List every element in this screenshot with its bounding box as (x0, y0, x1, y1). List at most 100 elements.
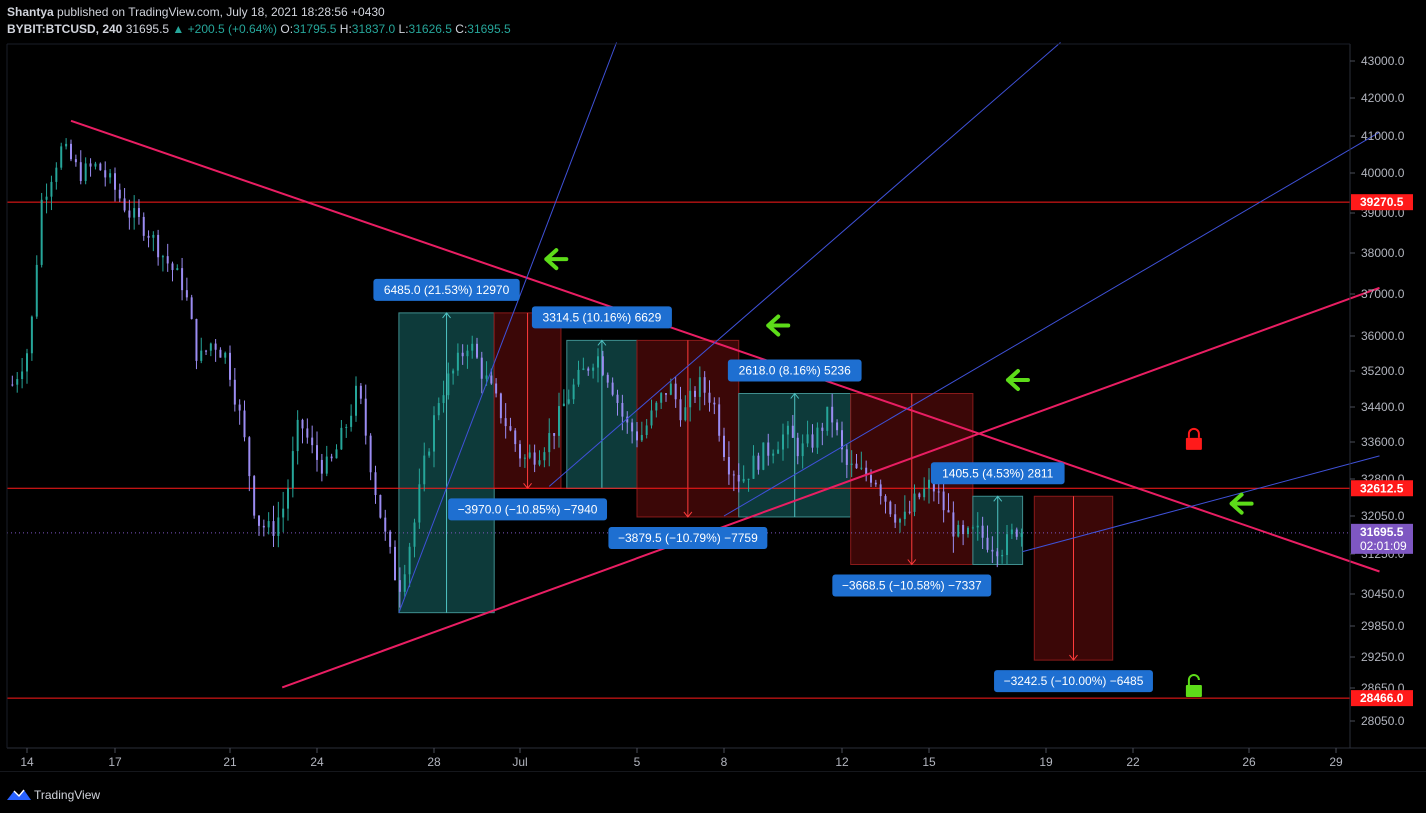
price-axis-countdown: 02:01:09 (1360, 539, 1407, 553)
candle-body (340, 427, 343, 450)
tradingview-brand[interactable]: TradingView (34, 788, 101, 802)
candle-body (181, 268, 184, 291)
candle-body (879, 484, 882, 497)
candle-body (908, 511, 911, 513)
trend-lines (70, 42, 1380, 689)
candle-body (732, 474, 735, 476)
candle-body (350, 415, 353, 427)
low-value: 31626.5 (408, 22, 452, 36)
candle-body (884, 496, 887, 502)
candle-body (94, 163, 97, 167)
publish-info: Shantya published on TradingView.com, Ju… (7, 5, 385, 19)
candle-body (821, 427, 824, 431)
candle-body (205, 350, 208, 352)
candle-body (398, 580, 401, 592)
candle-body (219, 349, 222, 358)
tradingview-logo-icon[interactable] (7, 788, 31, 802)
candle-body (708, 392, 711, 403)
price-axis-label-3: 31695.5 (1360, 525, 1404, 539)
x-tick-label: 14 (20, 755, 34, 769)
high-value: 31837.0 (351, 22, 396, 36)
candle-body (913, 493, 916, 512)
candle-body (514, 430, 517, 445)
candle-body (684, 407, 687, 421)
candle-body (621, 402, 624, 417)
candle-body (480, 357, 483, 379)
candle-body (45, 196, 48, 200)
candle-body (214, 343, 217, 350)
symbol-name[interactable]: BYBIT:BTCUSD, 240 (7, 22, 123, 36)
candle-body (60, 146, 63, 168)
x-tick-label: 22 (1126, 755, 1140, 769)
candle-body (528, 452, 531, 458)
candle-body (418, 484, 421, 523)
candle-body (660, 393, 663, 403)
zone-arrowhead-6 (993, 495, 1003, 502)
candle-body (894, 514, 897, 523)
candle-body (423, 455, 426, 485)
lock-closed-icon (1187, 427, 1200, 438)
candle-body (224, 352, 227, 358)
candle-body (262, 525, 265, 528)
candle-body (114, 173, 116, 190)
y-tick-label: 40000.0 (1361, 166, 1405, 180)
candle-body (287, 487, 289, 509)
candle-body (316, 445, 318, 460)
footer: TradingView (0, 772, 1426, 813)
price-chart[interactable]: 6485.0 (21.53%) 12970 −3970.0 (−10.85%) −… (0, 0, 1426, 772)
y-tick-label: 36000.0 (1361, 329, 1405, 343)
candle-body (152, 234, 155, 238)
candle-body (74, 159, 77, 163)
candle-body (359, 385, 362, 399)
candle-body (1010, 529, 1013, 535)
y-tick-label: 33600.0 (1361, 435, 1405, 449)
candle-body (786, 425, 789, 435)
candle-body (694, 390, 696, 397)
measurement-label-bg-7 (994, 670, 1153, 693)
candle-body (636, 431, 638, 441)
candle-body (364, 398, 367, 436)
candle-body (543, 452, 546, 461)
candle-body (567, 399, 570, 404)
last-price: 31695.5 (125, 22, 170, 36)
measurement-label-bg-0 (373, 278, 520, 301)
arrow-left-icon (766, 314, 791, 337)
candle-body (229, 352, 231, 380)
zone-arrowhead-2 (597, 339, 607, 346)
measurement-label-bg-1 (448, 498, 608, 521)
candle-body (408, 546, 411, 575)
candle-body (35, 264, 38, 317)
candle-body (640, 434, 643, 441)
candle-body (645, 425, 648, 435)
candle-body (626, 416, 629, 423)
y-tick-label: 38000.0 (1361, 246, 1405, 260)
candle-body (976, 525, 979, 528)
candle-body (394, 546, 396, 581)
measurement-label-6: 1405.5 (4.53%) 2811 (942, 466, 1054, 480)
arrow-left-icon (1005, 369, 1030, 391)
candle-body (176, 268, 179, 271)
y-tick-label: 41000.0 (1361, 129, 1405, 143)
candle-body (157, 234, 160, 258)
candle-body (757, 455, 760, 470)
candle-body (767, 442, 770, 456)
zone-arrowhead-3 (683, 511, 693, 518)
candle-body (889, 501, 892, 515)
candle-body (499, 393, 502, 419)
candle-body (967, 527, 969, 535)
up-triangle-icon: ▲ (169, 22, 188, 36)
x-tick-label: 15 (922, 755, 936, 769)
measurement-label-2: 3314.5 (10.16%) 6629 (543, 310, 662, 324)
author-name[interactable]: Shantya (7, 5, 54, 19)
candle-body (850, 463, 853, 465)
candle-body (21, 371, 24, 380)
price-change: +200.5 (+0.64%) (187, 22, 278, 36)
candles (11, 138, 1023, 608)
candle-body (253, 476, 256, 516)
candle-body (947, 510, 950, 513)
measurement-label-7: −3242.5 (−10.00%) −6485 (1004, 674, 1144, 688)
y-tick-label: 29250.0 (1361, 650, 1405, 664)
chart-header: Shantya published on TradingView.com, Ju… (0, 0, 1426, 44)
axes: 43000.042000.041000.040000.039000.038000… (0, 43, 1426, 772)
measurement-label-bg-4 (727, 359, 862, 382)
